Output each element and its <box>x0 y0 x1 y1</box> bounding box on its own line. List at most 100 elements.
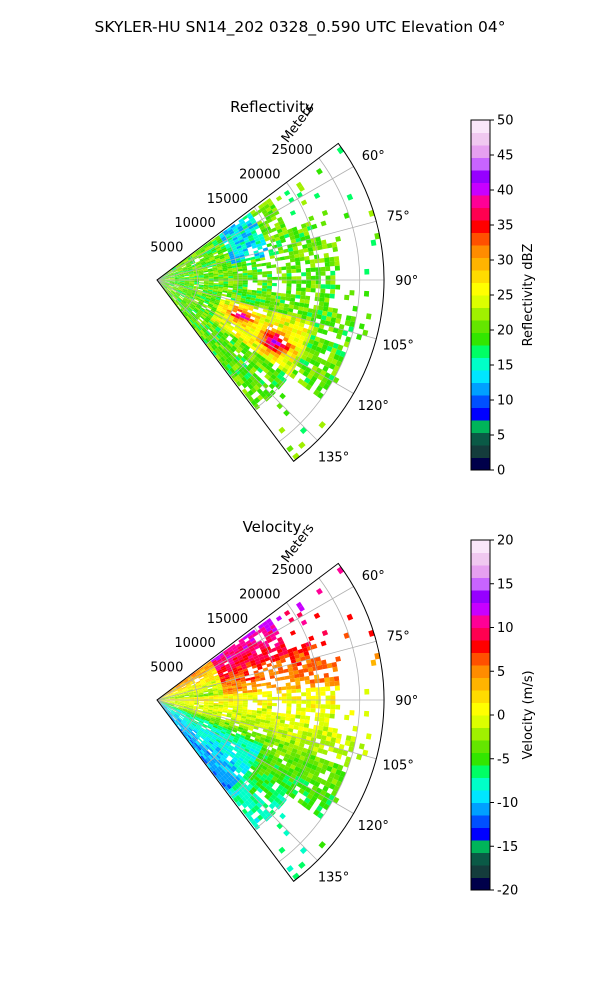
radar-gate <box>276 746 283 752</box>
radar-gate <box>240 243 247 248</box>
radar-gate <box>278 249 284 254</box>
radar-gate <box>232 756 239 762</box>
radar-gate <box>282 336 289 343</box>
radar-gate <box>209 245 215 250</box>
radar-gate <box>222 354 228 361</box>
radar-gate <box>235 348 241 354</box>
azimuth-tick-label: 75° <box>387 209 410 224</box>
radar-gate <box>221 781 227 788</box>
radar-gate <box>290 294 296 299</box>
radar-gate <box>232 286 238 289</box>
radar-gate <box>255 209 262 215</box>
radar-gate <box>164 274 169 277</box>
radar-gate <box>255 327 261 333</box>
radar-gate <box>345 735 352 742</box>
radar-gate <box>257 233 264 238</box>
radar-gate <box>223 272 229 275</box>
radar-gate <box>257 787 263 794</box>
radar-gate <box>290 714 296 719</box>
radar-gate <box>241 245 248 250</box>
radar-gate <box>305 287 311 293</box>
colorbar-tick-label: 5 <box>497 665 505 680</box>
radar-gate <box>263 815 270 822</box>
radar-gate <box>291 280 297 284</box>
radar-gate <box>173 690 178 693</box>
radar-gate <box>237 319 244 324</box>
radar-gate <box>257 367 263 374</box>
radar-gate <box>299 298 305 304</box>
radar-gate <box>258 770 264 777</box>
radar-gate <box>345 336 352 343</box>
radar-gate <box>212 687 218 690</box>
radar-gate <box>241 382 248 389</box>
radar-gate <box>318 380 326 388</box>
radar-gate <box>263 623 270 630</box>
radar-gate <box>201 334 207 340</box>
radar-gate <box>257 700 263 703</box>
radar-gate <box>202 709 208 713</box>
radar-gate <box>163 705 167 709</box>
radar-gate <box>241 808 248 815</box>
radar-gate <box>305 736 312 742</box>
radar-gate <box>291 646 298 652</box>
radar-gate <box>218 701 224 704</box>
radar-gate <box>252 792 259 799</box>
radar-gate <box>315 776 323 784</box>
radar-gate <box>274 236 281 242</box>
radar-gate <box>189 278 195 280</box>
radar-gate <box>246 350 253 356</box>
radar-gate <box>228 701 234 704</box>
radar-gate <box>211 262 217 266</box>
radial-tick-label: 20000 <box>239 167 280 182</box>
radar-gate <box>216 767 221 773</box>
radar-gate <box>292 769 299 776</box>
radar-gate <box>220 258 226 262</box>
radar-gate <box>189 733 194 738</box>
colorbar-swatch <box>471 382 490 396</box>
radar-gate <box>191 264 197 268</box>
radar-gate <box>179 700 185 702</box>
radar-gate <box>195 321 200 326</box>
radar-gate <box>209 730 215 735</box>
radar-gate <box>184 698 190 700</box>
radar-gate <box>273 250 280 256</box>
radar-gate <box>207 741 213 747</box>
colorbar-tick-label: 10 <box>497 621 514 636</box>
radar-gate <box>318 305 324 311</box>
radar-gate <box>178 287 184 290</box>
radar-gate <box>207 724 213 728</box>
colorbar-tick-label: 20 <box>497 324 514 339</box>
radar-gate <box>257 245 263 251</box>
radar-gate <box>328 352 336 359</box>
radar-gate <box>293 650 299 656</box>
radar-gate <box>317 664 323 671</box>
radar-gate <box>239 254 245 258</box>
radar-gate <box>179 722 184 728</box>
radar-gate <box>169 282 175 285</box>
radar-gate <box>219 234 225 239</box>
radar-gate <box>255 747 261 753</box>
radar-gate <box>243 374 250 380</box>
radar-gate <box>271 758 277 765</box>
radar-gate <box>226 247 232 251</box>
radar-gate <box>187 685 192 689</box>
radar-gate <box>191 737 197 743</box>
radar-gate <box>224 302 230 306</box>
radar-gate <box>275 787 282 794</box>
grid-arc <box>254 602 320 830</box>
radar-gate <box>260 257 266 261</box>
radar-gate <box>240 676 246 680</box>
radar-gate <box>240 349 247 355</box>
radar-gate <box>164 702 170 705</box>
radar-gate <box>233 227 239 233</box>
radar-gate <box>259 760 266 766</box>
radar-gate <box>289 210 296 216</box>
radar-gate <box>199 666 204 671</box>
radar-gate <box>191 294 196 298</box>
radar-gate <box>218 276 224 279</box>
radar-gate <box>226 320 232 325</box>
radar-gate <box>240 300 246 304</box>
radar-gate <box>203 339 208 345</box>
radar-gate <box>232 371 239 377</box>
radar-gate <box>211 736 217 741</box>
